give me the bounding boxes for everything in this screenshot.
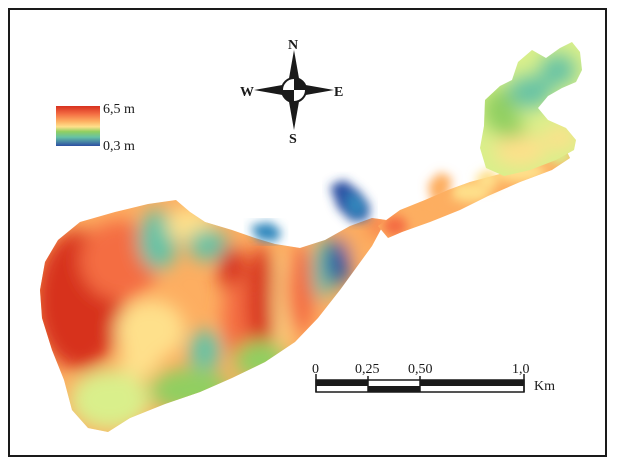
compass-south-label: S [289, 132, 297, 147]
compass-west-label: W [240, 85, 254, 100]
northeast-bay-surface [480, 42, 582, 176]
depth-legend: 6,5 m 0,3 m [56, 102, 135, 154]
scale-tick-050: 0,50 [408, 362, 433, 377]
legend-max-label: 6,5 m [103, 102, 135, 117]
lagoon-depth-surface [40, 200, 386, 432]
legend-min-label: 0,3 m [103, 139, 135, 154]
legend-color-ramp [56, 106, 100, 146]
scale-tick-0: 0 [312, 362, 319, 377]
compass-east-label: E [334, 85, 343, 100]
side-channel-patch [250, 222, 282, 242]
coastal-bumps [428, 168, 500, 204]
scale-tick-10: 1,0 [512, 362, 530, 377]
inlet-shallow-area [330, 180, 370, 222]
compass-north-label: N [288, 38, 298, 53]
compass-icon [254, 50, 334, 130]
scale-bar: 0 0,25 0,50 1,0 Km [312, 362, 555, 394]
scale-tick-025: 0,25 [355, 362, 380, 377]
compass-rose: N S W E [240, 38, 343, 147]
scale-unit-label: Km [534, 379, 555, 394]
